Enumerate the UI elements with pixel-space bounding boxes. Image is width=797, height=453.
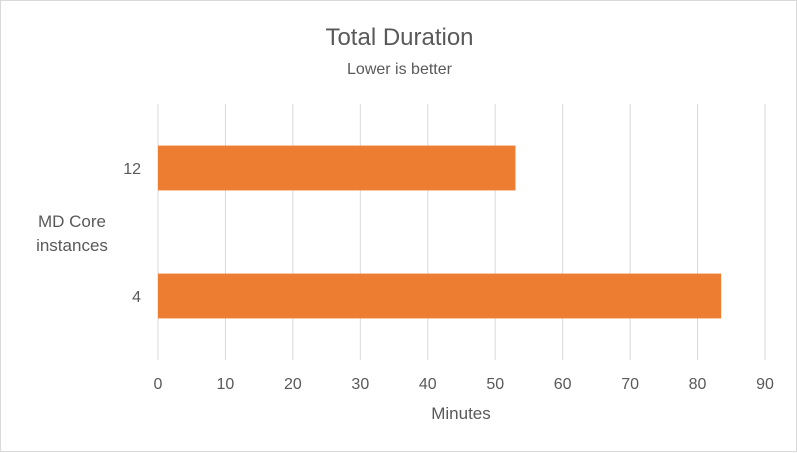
bars [158, 145, 722, 319]
x-tick-label: 50 [486, 376, 504, 393]
gridlines [157, 104, 766, 360]
chart-subtitle: Lower is better [347, 61, 453, 78]
x-tick-label: 80 [689, 376, 707, 393]
x-tick-label: 10 [217, 376, 235, 393]
y-axis-labels: 12 4 [123, 161, 141, 306]
x-tick-label: 40 [419, 376, 437, 393]
chart-title: Total Duration [325, 24, 473, 51]
x-axis-title: Minutes [431, 404, 491, 423]
y-axis-title-line-1: MD Core [38, 212, 106, 231]
x-axis-labels: 0 10 20 30 40 50 60 70 80 90 [154, 376, 774, 393]
x-tick-label: 90 [756, 376, 774, 393]
bar [158, 273, 722, 319]
y-category-label: 4 [132, 289, 141, 306]
x-tick-label: 60 [554, 376, 572, 393]
x-tick-label: 20 [284, 376, 302, 393]
bar [158, 145, 516, 191]
y-category-label: 12 [123, 161, 141, 178]
x-tick-label: 0 [154, 376, 163, 393]
x-tick-label: 70 [621, 376, 639, 393]
y-axis-title-line-2: instances [36, 236, 108, 255]
x-tick-label: 30 [351, 376, 369, 393]
